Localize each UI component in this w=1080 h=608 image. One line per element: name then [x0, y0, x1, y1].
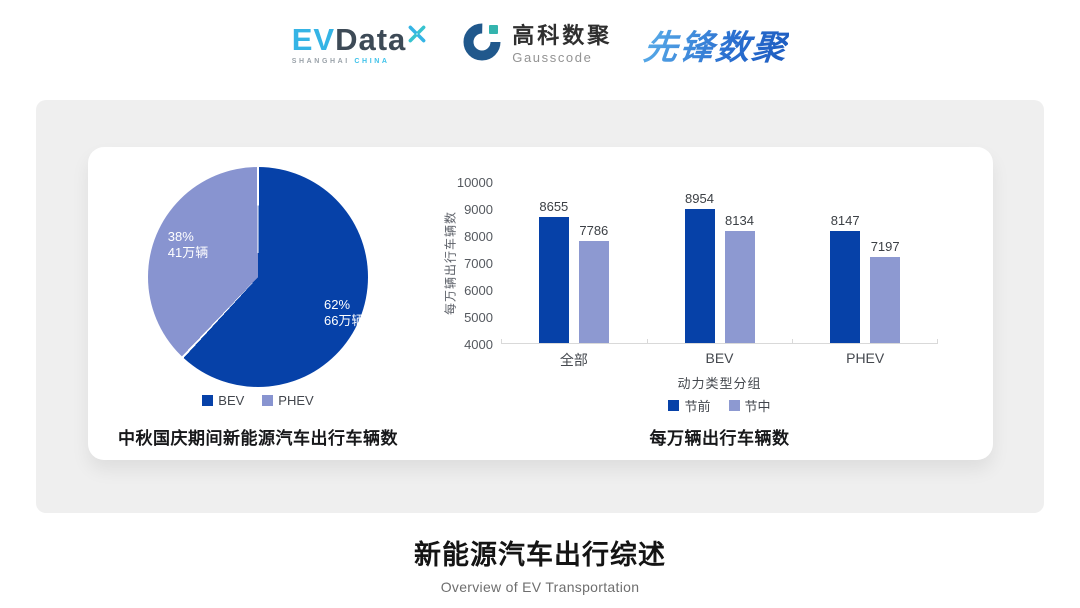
pie-slice-label-bev: 62% 66万辆: [324, 297, 364, 329]
x-axis-tick: [792, 339, 793, 343]
pie-phev-percent: 38%: [167, 228, 194, 244]
category-label: 全部: [559, 352, 588, 368]
gausscode-logo: 高科数聚 Gausscode: [461, 21, 612, 68]
pie-legend: BEV PHEV: [108, 393, 408, 408]
bar-节前-PHEV: [830, 231, 861, 343]
bar-value-label: 7786: [579, 222, 609, 238]
bar-value-label: 8134: [725, 213, 754, 229]
legend-label: BEV: [218, 393, 245, 408]
bar-value-label: 8954: [685, 191, 714, 207]
bar-legend: 节前 节中: [501, 396, 938, 415]
bar-chart-title: 每万辆出行车辆数: [649, 429, 790, 448]
bar-节中-全部: [578, 240, 609, 343]
legend-label: PHEV: [278, 393, 314, 408]
legend-label: 节中: [744, 399, 771, 414]
pie-chart: 62% 66万辆 38% 41万辆 BEV PHEV 中秋国庆期间新能源汽车出行车…: [118, 167, 398, 457]
evdata-wordmark: EV Data: [292, 24, 428, 55]
x-axis-tick: [647, 339, 648, 343]
content-panel: 62% 66万辆 38% 41万辆 BEV PHEV 中秋国庆期间新能源汽车出行车…: [36, 100, 1044, 513]
bar-节中-PHEV: [870, 256, 901, 343]
category-label: BEV: [705, 350, 734, 366]
y-tick-label: 8000: [464, 229, 493, 244]
y-tick-label: 4000: [464, 337, 493, 352]
pie-bev-percent: 62%: [324, 296, 351, 312]
y-tick-label: 10000: [456, 175, 493, 190]
y-tick-label: 6000: [464, 283, 493, 298]
legend-item: BEV: [202, 393, 244, 408]
bar-value-label: 8655: [539, 199, 569, 215]
legend-swatch-icon: [262, 395, 274, 406]
evdata-shanghai-text: SHANGHAI: [291, 58, 350, 65]
evdata-subtext: SHANGHAI CHINA: [292, 58, 390, 65]
report-title: 新能源汽车出行综述: [414, 540, 666, 570]
bar-x-axis-label: 动力类型分组: [677, 376, 762, 391]
bar-节前-BEV: [684, 209, 715, 343]
footer: 新能源汽车出行综述 Overview of EV Transportation: [0, 533, 1080, 595]
x-axis-tick: [937, 339, 938, 343]
legend-label: 节前: [684, 399, 711, 414]
pie-graphic: 62% 66万辆 38% 41万辆: [148, 167, 368, 387]
pinwheel-x-icon: [407, 18, 427, 49]
category-label: PHEV: [846, 350, 885, 366]
evdata-logo: EV Data SHANGHAI CHINA: [292, 24, 428, 65]
legend-swatch-icon: [728, 400, 740, 411]
bar-value-label: 8147: [830, 213, 860, 229]
evdata-china-text: CHINA: [354, 58, 390, 65]
pie-chart-title: 中秋国庆期间新能源汽车出行车辆数: [118, 429, 398, 448]
header-logos: EV Data SHANGHAI CHINA: [0, 20, 1080, 69]
charts-card: 62% 66万辆 38% 41万辆 BEV PHEV 中秋国庆期间新能源汽车出行车…: [88, 147, 993, 460]
bar-节前-全部: [538, 217, 569, 343]
evdata-ev-text: EV: [291, 22, 336, 57]
y-tick-label: 9000: [464, 202, 493, 217]
pie-phev-value: 41万辆: [167, 244, 209, 260]
legend-item: 节前: [668, 396, 711, 415]
gausscode-g-icon: [461, 21, 503, 68]
x-axis-tick: [501, 339, 502, 343]
pie-bev-value: 66万辆: [324, 312, 365, 328]
bar-y-axis-ticks: 10000 9000 8000 7000 6000 5000 4000: [436, 175, 493, 352]
legend-swatch-icon: [668, 400, 680, 411]
legend-item: 节中: [728, 396, 771, 415]
bar-chart: 每万辆出行车辆数 10000 9000 8000 7000 6000 5000 4000 8…: [436, 147, 976, 460]
y-tick-label: 5000: [464, 310, 493, 325]
xianfeng-shuju-logo: 先锋数聚: [642, 20, 791, 69]
bar-x-axis-categories: 全部 BEV PHEV: [501, 350, 938, 370]
legend-swatch-icon: [202, 395, 214, 406]
pie-slice-label-phev: 38% 41万辆: [168, 229, 208, 261]
bar-节中-BEV: [724, 231, 755, 343]
gausscode-cn-text: 高科数聚: [512, 22, 613, 48]
legend-item: PHEV: [262, 393, 314, 408]
y-tick-label: 7000: [464, 256, 493, 271]
report-subtitle: Overview of EV Transportation: [440, 579, 640, 595]
bar-value-label: 7197: [870, 238, 900, 254]
bar-plot-area: 8655 7786 8954 8134 8147 7197: [501, 182, 938, 344]
gausscode-wordmark: 高科数聚 Gausscode: [512, 22, 613, 66]
gausscode-en-text: Gausscode: [512, 50, 593, 66]
evdata-data-text: Data: [335, 22, 407, 57]
